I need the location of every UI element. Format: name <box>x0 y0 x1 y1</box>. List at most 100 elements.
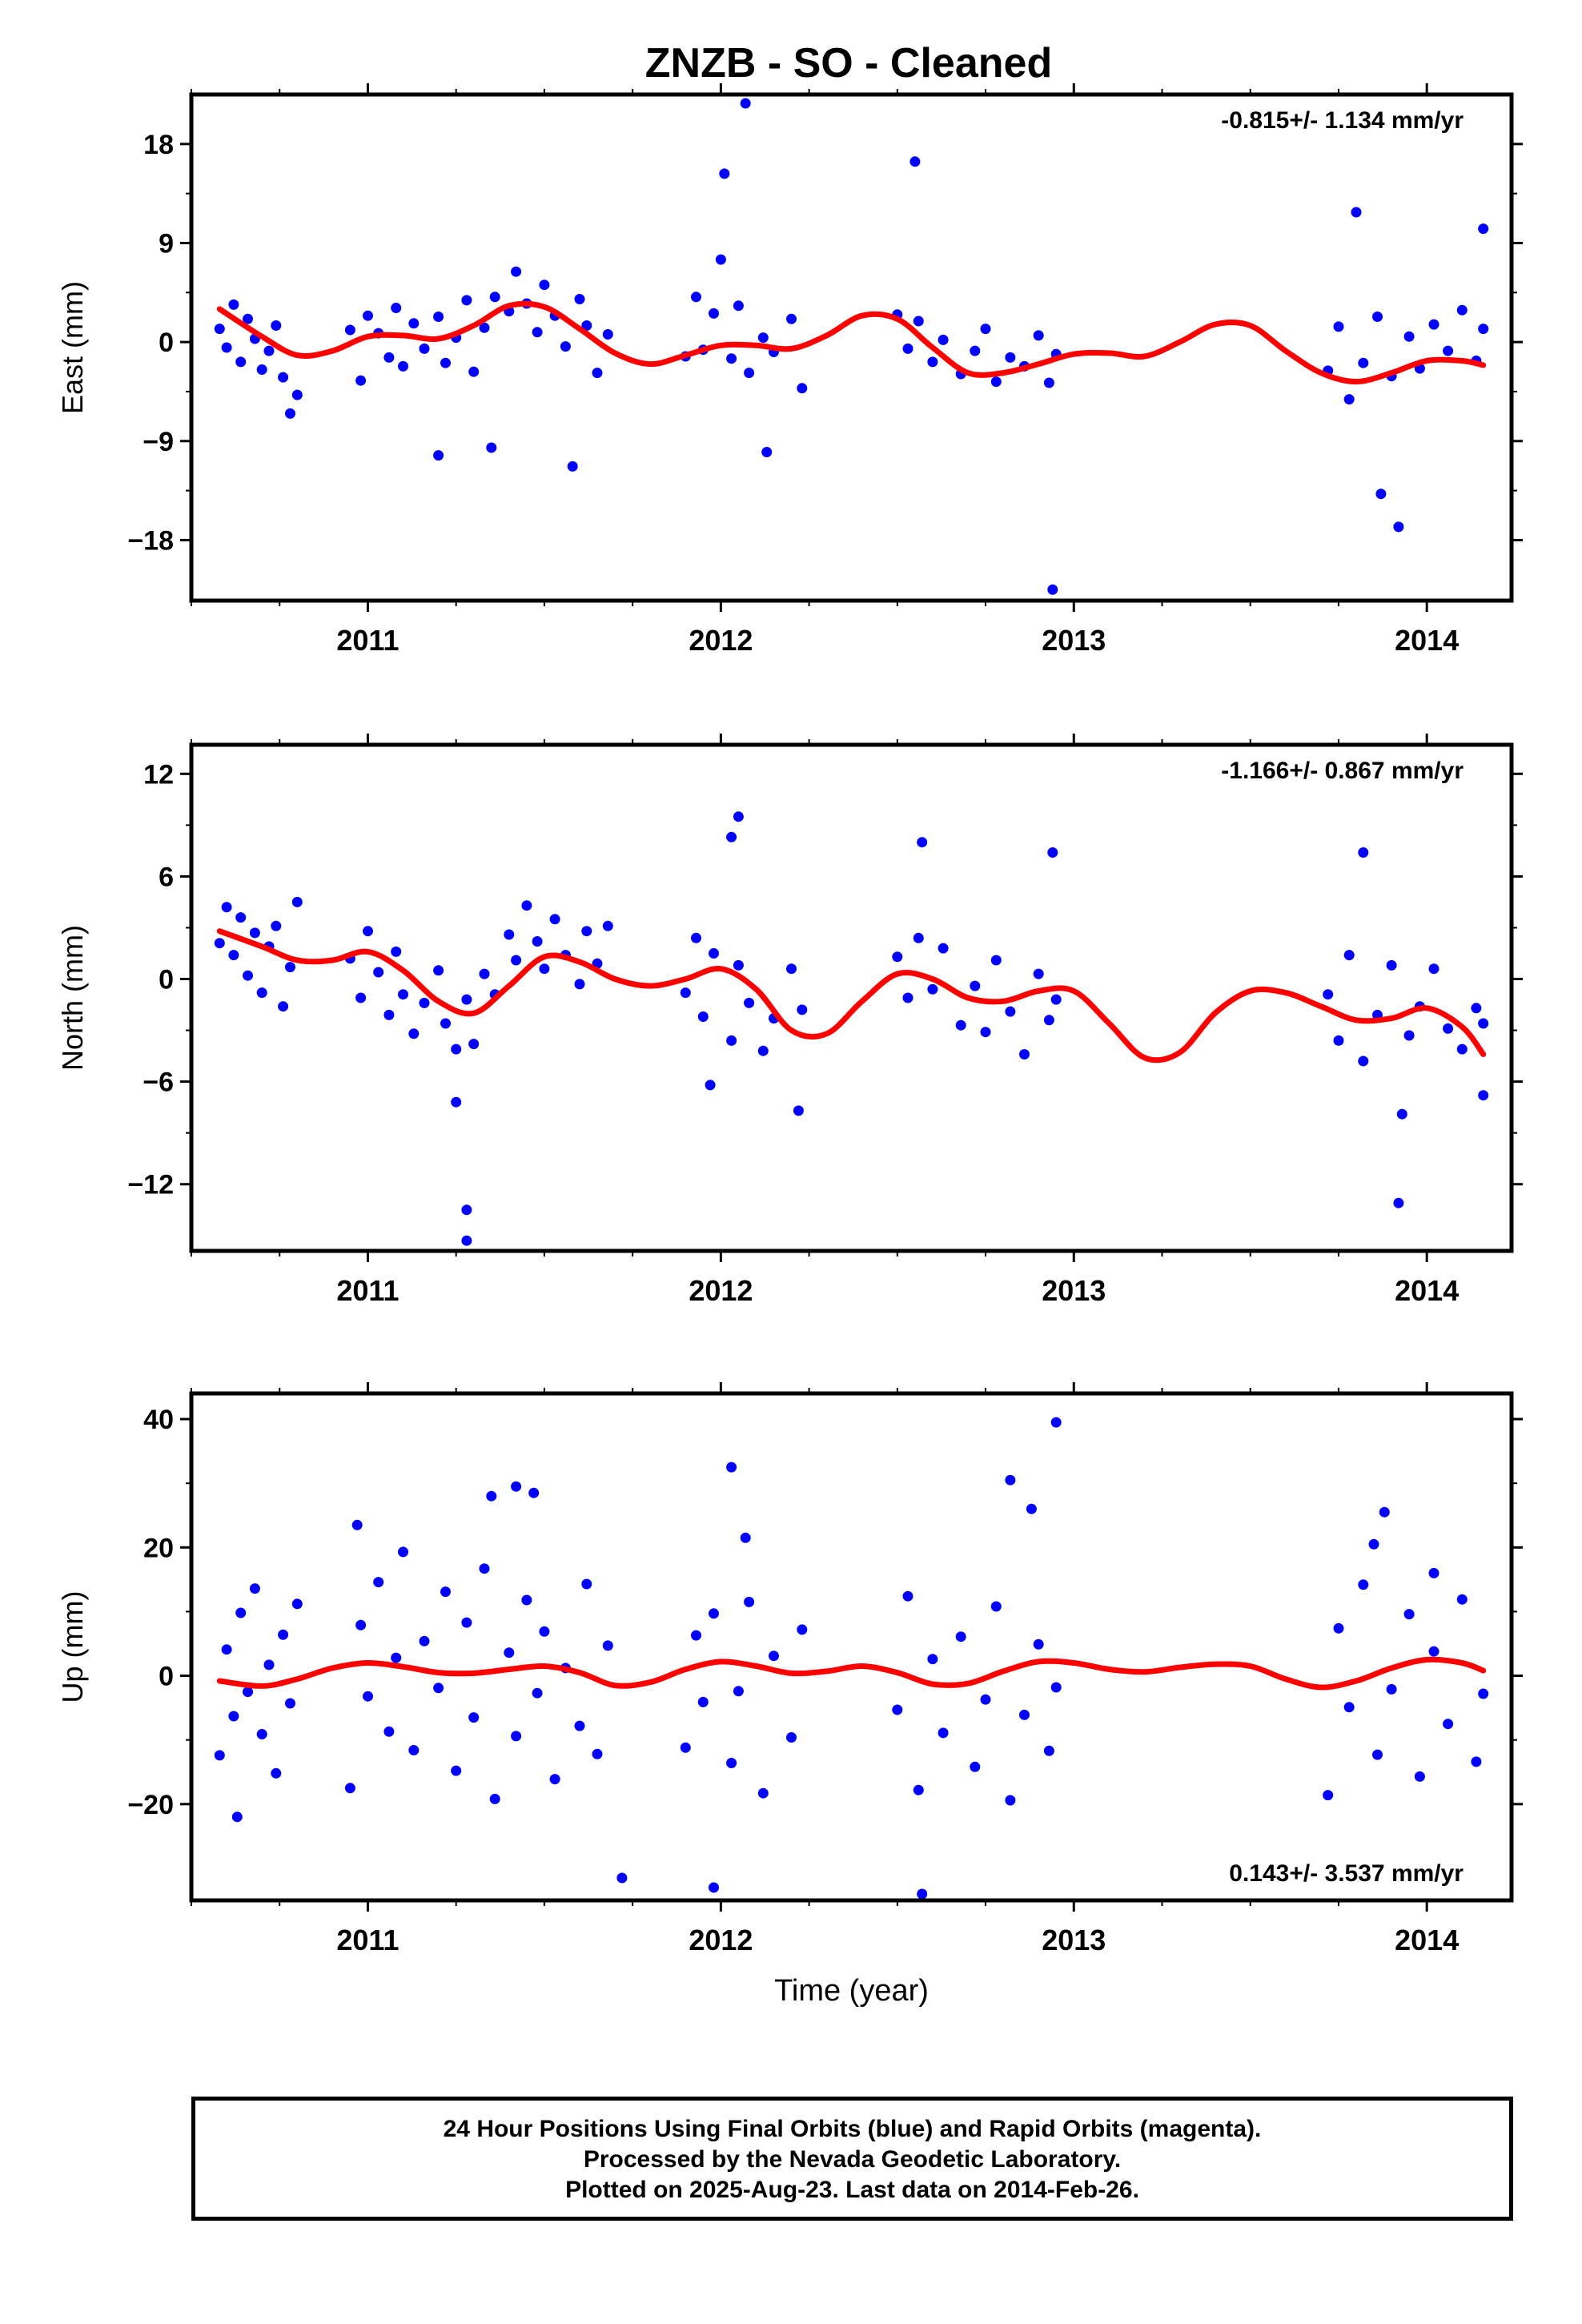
data-point <box>228 299 239 310</box>
data-point <box>1047 584 1058 595</box>
plot-frame <box>189 1391 1514 1903</box>
data-point <box>581 926 592 937</box>
data-point <box>602 329 613 340</box>
data-point <box>539 963 550 975</box>
data-point <box>733 959 744 971</box>
data-point <box>917 837 928 848</box>
data-point <box>797 1004 808 1015</box>
data-point <box>468 366 480 377</box>
data-point <box>1443 345 1454 356</box>
y-tick-label: −20 <box>127 1790 174 1820</box>
chart-title: ZNZB - SO - Cleaned <box>645 40 1052 86</box>
y-tick-label: 6 <box>159 862 174 892</box>
data-point <box>291 896 303 907</box>
data-point <box>539 1626 550 1637</box>
data-point <box>1005 1474 1016 1486</box>
credits-line-3: Plotted on 2025-Aug-23. Last data on 201… <box>565 2177 1139 2203</box>
data-point <box>1478 1090 1489 1101</box>
data-point <box>263 345 275 356</box>
data-point <box>1372 312 1383 322</box>
y-tick-label: −18 <box>127 525 174 556</box>
y-tick-label: 12 <box>143 759 174 790</box>
data-point <box>398 360 408 372</box>
data-point <box>733 300 744 312</box>
data-point <box>1343 394 1355 405</box>
data-point <box>363 310 373 321</box>
data-point <box>479 322 490 333</box>
data-point <box>1443 1719 1454 1730</box>
data-point <box>235 1607 247 1618</box>
data-point <box>1005 1795 1016 1806</box>
data-point <box>726 831 737 842</box>
x-tick-label: 2012 <box>689 1924 753 1956</box>
rate-annotation: -1.166+/- 0.867 mm/yr <box>1221 758 1464 784</box>
x-tick-label: 2012 <box>689 1274 753 1307</box>
data-point <box>697 1011 709 1022</box>
data-point <box>757 1045 769 1056</box>
credits-box: 24 Hour Positions Using Final Orbits (bl… <box>191 2097 1513 2221</box>
data-point <box>592 368 603 379</box>
plot-frame <box>189 742 1514 1253</box>
data-point <box>786 1732 797 1743</box>
data-point <box>419 343 430 354</box>
data-point <box>433 965 444 976</box>
data-point <box>744 368 755 379</box>
data-point <box>709 1608 719 1619</box>
data-point <box>355 1619 367 1630</box>
data-point <box>786 963 797 975</box>
x-tick-label: 2012 <box>689 624 753 657</box>
data-point <box>419 1635 430 1647</box>
rate-annotation: 0.143+/- 3.537 mm/yr <box>1229 1860 1464 1887</box>
data-point <box>539 279 550 291</box>
data-point <box>1351 207 1362 218</box>
data-point <box>391 946 402 957</box>
data-point <box>1026 1503 1037 1514</box>
y-tick-label: 0 <box>159 1662 174 1692</box>
data-point <box>1393 521 1404 533</box>
data-point <box>461 994 472 1005</box>
data-point <box>271 920 282 931</box>
data-point <box>938 1727 949 1739</box>
data-point <box>769 1651 779 1662</box>
data-point <box>970 980 981 991</box>
data-point <box>1403 331 1415 342</box>
data-point <box>1386 1683 1397 1695</box>
data-point <box>1428 319 1439 330</box>
data-point <box>263 1659 275 1671</box>
x-tick-label: 2014 <box>1395 1274 1459 1307</box>
data-point <box>697 1696 709 1707</box>
y-tick-label: 9 <box>159 228 174 259</box>
data-point <box>786 313 797 324</box>
data-point <box>398 1546 408 1558</box>
data-point <box>1379 1506 1390 1518</box>
data-point <box>980 1694 991 1705</box>
data-point <box>1033 968 1044 979</box>
data-point <box>1019 1709 1030 1720</box>
x-tick-label: 2011 <box>336 624 399 657</box>
data-point <box>793 1105 804 1116</box>
data-point <box>1471 1756 1482 1767</box>
data-point <box>398 989 408 1000</box>
data-point <box>344 324 355 336</box>
data-point <box>726 1758 737 1768</box>
x-axis-label: Time (year) <box>774 1974 929 2008</box>
data-point <box>1043 377 1054 388</box>
data-point <box>1478 1018 1489 1029</box>
panel-1: 18 9 0 −9 −18 2011 2012 2013 2014 East (mm) -0.815… <box>56 83 1523 657</box>
data-point <box>913 1784 924 1795</box>
data-point <box>468 1712 480 1723</box>
data-point <box>1333 1035 1344 1046</box>
data-point <box>1443 1023 1454 1034</box>
y-tick-label: 20 <box>143 1533 174 1563</box>
y-axis-label: East (mm) <box>56 281 89 414</box>
data-point <box>567 460 578 472</box>
x-tick-label: 2013 <box>1042 624 1106 657</box>
data-point <box>528 1487 540 1498</box>
data-point <box>521 900 532 911</box>
data-point <box>719 168 730 179</box>
data-point <box>592 1748 603 1759</box>
data-point <box>249 927 260 939</box>
data-points <box>214 98 1489 595</box>
data-point <box>355 992 367 1003</box>
data-point <box>1050 994 1062 1005</box>
